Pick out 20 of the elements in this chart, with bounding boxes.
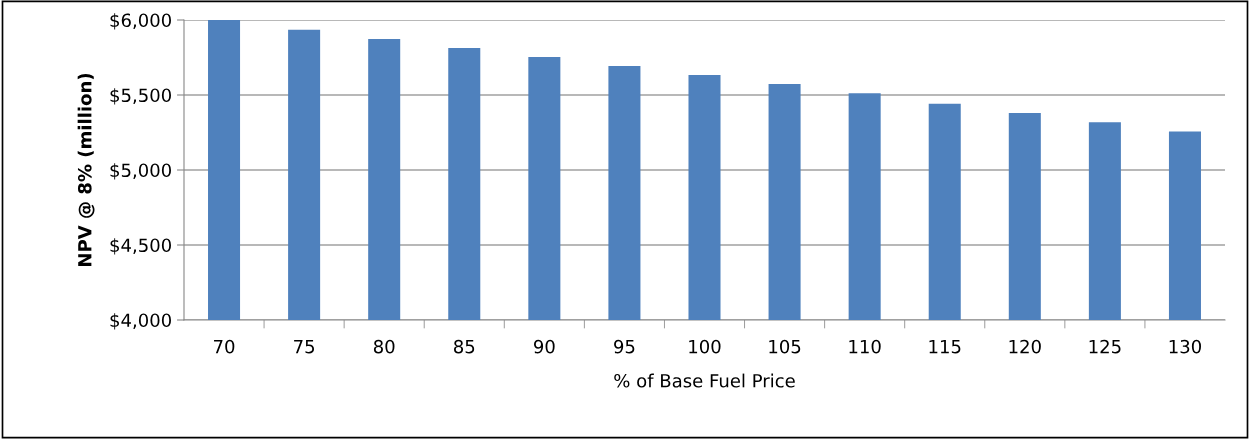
x-tick-label: 110 bbox=[849, 339, 881, 354]
y-tick-label: $5,000 bbox=[110, 163, 171, 180]
y-tick-label: $4,500 bbox=[110, 238, 171, 255]
x-tick-label: 80 bbox=[373, 339, 395, 354]
x-tick-label: 90 bbox=[534, 339, 555, 354]
x-tick-label: 75 bbox=[294, 340, 315, 354]
y-tick-label: $4,000 bbox=[110, 313, 171, 330]
x-tick-label: 100 bbox=[689, 339, 721, 354]
y-axis-title: NPV @ 8% (million) bbox=[77, 73, 95, 266]
x-tick-label: 70 bbox=[214, 339, 235, 354]
x-tick-label: 115 bbox=[929, 340, 961, 354]
x-tick-label: 105 bbox=[769, 339, 801, 354]
x-tick-label: 125 bbox=[1089, 339, 1121, 354]
x-tick-label: 95 bbox=[614, 339, 635, 354]
y-tick-label: $6,000 bbox=[110, 13, 171, 30]
x-axis-title: % of Base Fuel Price bbox=[614, 373, 795, 388]
y-tick-label: $5,500 bbox=[110, 88, 171, 105]
x-tick-label: 130 bbox=[1169, 339, 1201, 354]
x-tick-label: 120 bbox=[1009, 339, 1041, 354]
x-tick-label: 85 bbox=[454, 339, 475, 354]
